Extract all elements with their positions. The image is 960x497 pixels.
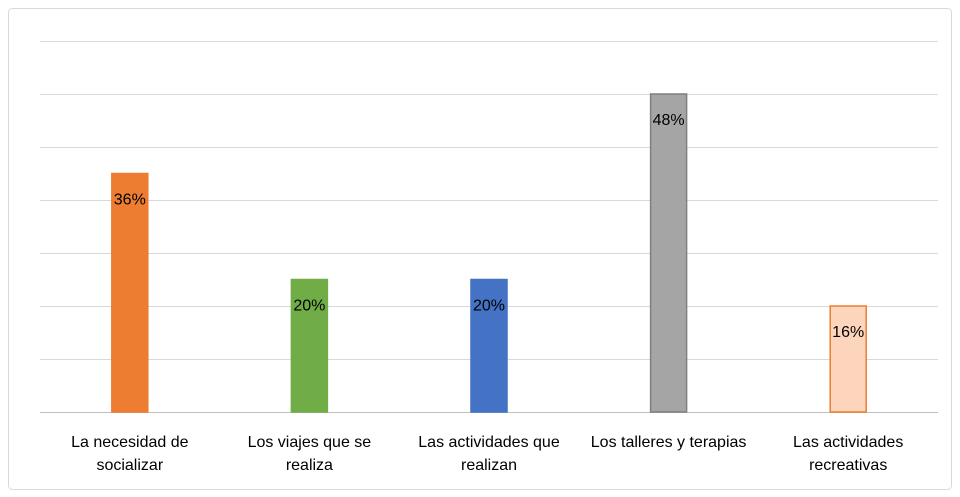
data-label: 16% [832, 324, 864, 341]
data-label: 20% [293, 298, 325, 315]
bar [470, 278, 508, 413]
x-tick-label: Los viajes que se realiza [247, 434, 372, 474]
chart-frame [8, 8, 952, 490]
x-tick-label: La necesidad de socializar [71, 434, 189, 474]
bar [290, 278, 329, 413]
x-tick-label: Las actividades que realizan [418, 434, 560, 474]
bar [829, 305, 867, 413]
bar [649, 93, 688, 413]
bar [111, 172, 149, 413]
x-tick-label: Los talleres y terapias [590, 434, 747, 451]
data-label: 36% [114, 192, 146, 209]
x-tick-label: Las actividades recreativas [793, 434, 904, 474]
data-label: 20% [473, 298, 505, 315]
data-label: 48% [653, 112, 685, 129]
